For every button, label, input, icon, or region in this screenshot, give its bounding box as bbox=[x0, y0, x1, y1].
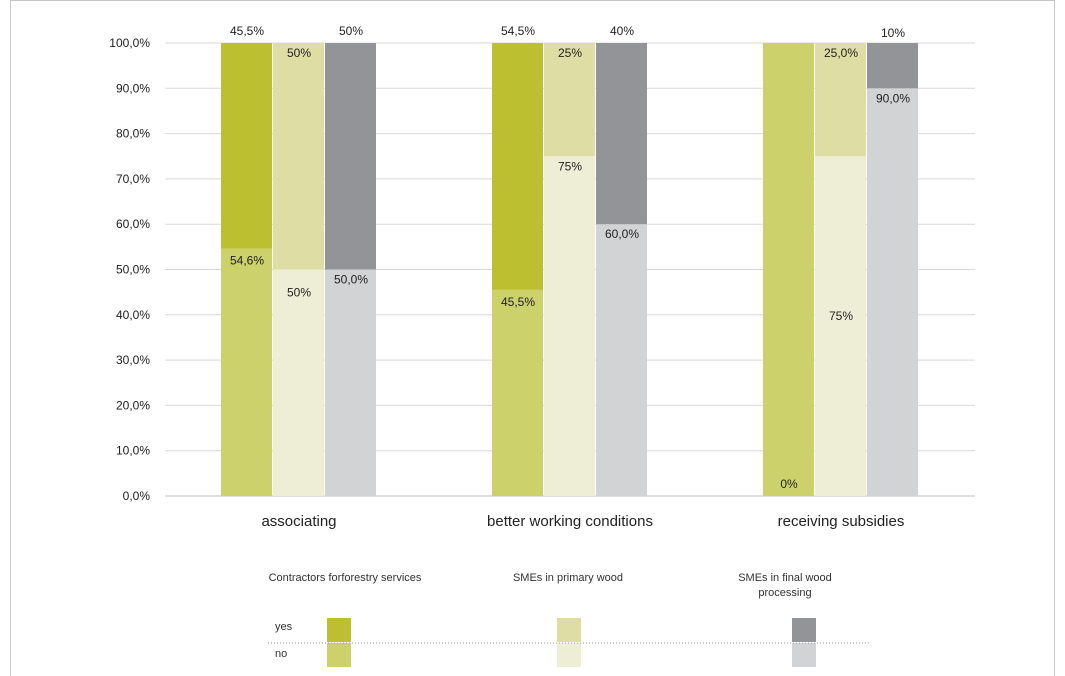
legend-swatch-no bbox=[557, 643, 581, 667]
data-label-yes: 25% bbox=[558, 46, 582, 60]
bar-segment-yes bbox=[221, 43, 272, 249]
data-label-yes: 54,5% bbox=[501, 24, 535, 38]
y-tick-label: 60,0% bbox=[116, 217, 150, 231]
bar-segment-yes bbox=[325, 43, 376, 270]
y-tick-label: 10,0% bbox=[116, 444, 150, 458]
y-tick-label: 40,0% bbox=[116, 308, 150, 322]
data-label-no: 50% bbox=[287, 286, 311, 300]
bar-segment-no bbox=[763, 43, 814, 496]
legend-swatch-no bbox=[792, 643, 816, 667]
bar-segment-yes bbox=[544, 43, 595, 157]
data-label-yes: 40% bbox=[610, 24, 634, 38]
x-axis: associating better working conditions rece… bbox=[261, 513, 904, 530]
data-label-yes: 45,5% bbox=[230, 24, 264, 38]
data-label-no: 0% bbox=[780, 477, 798, 491]
y-tick-label: 50,0% bbox=[116, 263, 150, 277]
y-tick-label: 30,0% bbox=[116, 353, 150, 367]
bar-segment-yes bbox=[492, 43, 543, 290]
bar-segment-no bbox=[221, 248, 272, 496]
y-tick-label: 90,0% bbox=[116, 81, 150, 95]
data-label-no: 75% bbox=[829, 309, 853, 323]
data-labels: 54,6% 45,5% 50% 50% 50,0% 50% 45,5% 54,5% 75% 25%… bbox=[230, 24, 910, 491]
bar-segment-no bbox=[544, 156, 595, 496]
data-label-no: 90,0% bbox=[876, 91, 910, 105]
data-label-no: 60,0% bbox=[605, 227, 639, 241]
legend-group-label: Contractors forforestry services bbox=[269, 572, 422, 584]
bar-segment-yes bbox=[596, 43, 647, 225]
data-label-no: 45,5% bbox=[501, 295, 535, 309]
legend-row-label-no: no bbox=[275, 648, 287, 660]
legend-group-label: SMEs in primary wood bbox=[513, 572, 623, 584]
bar-segment-no bbox=[325, 269, 376, 496]
data-label-no: 75% bbox=[558, 159, 582, 173]
bar-segment-yes bbox=[815, 43, 866, 157]
data-label-yes: 50% bbox=[287, 46, 311, 60]
bar-segment-yes bbox=[867, 43, 918, 89]
y-axis: 0,0% 10,0% 20,0% 30,0% 40,0% 50,0% 60,0% 70,0% 8… bbox=[109, 36, 150, 503]
y-tick-label: 0,0% bbox=[123, 489, 151, 503]
legend-swatch-yes bbox=[792, 618, 816, 642]
legend-group-label: SMEs in final wood bbox=[738, 572, 832, 584]
y-tick-label: 100,0% bbox=[109, 36, 150, 50]
legend-swatch-yes bbox=[557, 618, 581, 642]
bars bbox=[221, 43, 918, 497]
y-tick-label: 20,0% bbox=[116, 398, 150, 412]
legend-swatch-no bbox=[327, 643, 351, 667]
y-tick-label: 70,0% bbox=[116, 172, 150, 186]
category-label: associating bbox=[261, 513, 336, 530]
data-label-yes: 25,0% bbox=[824, 46, 858, 60]
y-tick-label: 80,0% bbox=[116, 127, 150, 141]
bar-segment-yes bbox=[273, 43, 324, 270]
category-label: receiving subsidies bbox=[778, 513, 905, 530]
legend-row-label-yes: yes bbox=[275, 621, 293, 633]
bar-segment-no bbox=[815, 156, 866, 496]
data-label-yes: 50% bbox=[339, 24, 363, 38]
bar-segment-no bbox=[492, 289, 543, 496]
data-label-no: 54,6% bbox=[230, 254, 264, 268]
bar-segment-no bbox=[273, 269, 324, 496]
category-label: better working conditions bbox=[487, 513, 653, 530]
bar-segment-no bbox=[596, 224, 647, 496]
data-label-yes: 10% bbox=[881, 26, 905, 40]
chart-border bbox=[10, 0, 1055, 676]
legend-swatch-yes bbox=[327, 618, 351, 642]
legend-group-label-cont: processing bbox=[758, 587, 811, 599]
bar-segment-no bbox=[867, 88, 918, 497]
legend: Contractors forforestry services SMEs in … bbox=[268, 572, 870, 667]
data-label-no: 50,0% bbox=[334, 273, 368, 287]
